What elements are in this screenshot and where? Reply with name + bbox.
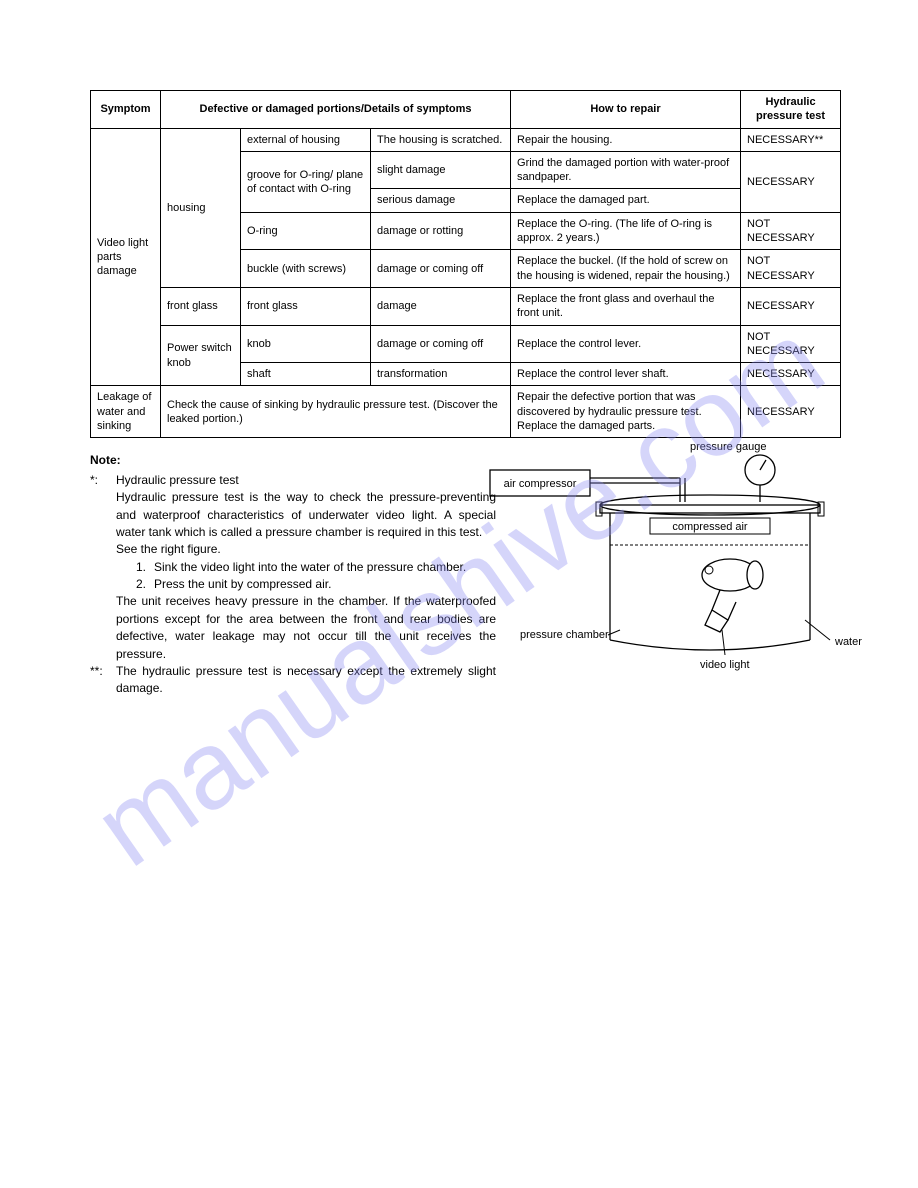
th-repair: How to repair: [511, 91, 741, 129]
cell-sub-7: knob: [241, 325, 371, 363]
cell-repair-8: Replace the control lever shaft.: [511, 363, 741, 386]
note-step1-num: 1.: [136, 559, 154, 576]
cell-repair-2: Grind the damaged portion with water-pro…: [511, 151, 741, 189]
cell-sub-2: groove for O-ring/ plane of contact with…: [241, 151, 371, 212]
cell-span-9: Check the cause of sinking by hydraulic …: [161, 386, 511, 438]
cell-test-2: NECESSARY: [741, 151, 841, 212]
cell-detail-3: serious damage: [371, 189, 511, 212]
cell-test-4: NOT NECESSARY: [741, 212, 841, 250]
note-step2-num: 2.: [136, 576, 154, 593]
cell-detail-8: transformation: [371, 363, 511, 386]
note-marker-2: **:: [90, 663, 116, 680]
th-pressure: Hydraulic pressure test: [741, 91, 841, 129]
label-pressure-gauge: pressure gauge: [690, 441, 766, 453]
pressure-chamber-diagram: air compressor pressure gauge compressed: [480, 430, 880, 690]
note-step2: Press the unit by compressed air.: [154, 576, 331, 593]
label-air-compressor: air compressor: [504, 478, 577, 490]
label-pressure-chamber: pressure chamber: [520, 629, 609, 641]
cell-sub-6: front glass: [241, 287, 371, 325]
label-compressed-air: compressed air: [672, 521, 748, 533]
cell-detail-2: slight damage: [371, 151, 511, 189]
cell-test-8: NECESSARY: [741, 363, 841, 386]
label-video-light: video light: [700, 659, 750, 671]
note-marker-1: *:: [90, 472, 116, 489]
th-symptom: Symptom: [91, 91, 161, 129]
cell-sub-8: shaft: [241, 363, 371, 386]
note-para3: The hydraulic pressure test is necessary…: [116, 663, 496, 698]
cell-repair-3: Replace the damaged part.: [511, 189, 741, 212]
cell-test-1: NECESSARY**: [741, 128, 841, 151]
note-title: Hydraulic pressure test: [116, 472, 496, 489]
cell-detail-7: damage or coming off: [371, 325, 511, 363]
note-para1: Hydraulic pressure test is the way to ch…: [116, 489, 496, 541]
cell-test-5: NOT NECESSARY: [741, 250, 841, 288]
cell-repair-6: Replace the front glass and overhaul the…: [511, 287, 741, 325]
repair-table: Symptom Defective or damaged portions/De…: [90, 90, 841, 438]
cell-symptom-2: Leakage of water and sinking: [91, 386, 161, 438]
cell-part-frontglass: front glass: [161, 287, 241, 325]
label-water: water: [834, 636, 862, 648]
cell-detail-4: damage or rotting: [371, 212, 511, 250]
cell-detail-5: damage or coming off: [371, 250, 511, 288]
cell-repair-5: Replace the buckel. (If the hold of scre…: [511, 250, 741, 288]
cell-repair-4: Replace the O-ring. (The life of O-ring …: [511, 212, 741, 250]
cell-symptom-1: Video light parts damage: [91, 128, 161, 386]
cell-part-knob: Power switch knob: [161, 325, 241, 386]
cell-sub-1: external of housing: [241, 128, 371, 151]
cell-repair-1: Repair the housing.: [511, 128, 741, 151]
cell-test-7: NOT NECESSARY: [741, 325, 841, 363]
note-step1: Sink the video light into the water of t…: [154, 559, 466, 576]
note-see: See the right figure.: [116, 541, 496, 558]
cell-detail-6: damage: [371, 287, 511, 325]
cell-detail-1: The housing is scratched.: [371, 128, 511, 151]
th-defective: Defective or damaged portions/Details of…: [161, 91, 511, 129]
page-content: Symptom Defective or damaged portions/De…: [0, 0, 918, 698]
cell-sub-5: buckle (with screws): [241, 250, 371, 288]
cell-part-housing: housing: [161, 128, 241, 287]
note-para2: The unit receives heavy pressure in the …: [116, 593, 496, 663]
cell-test-6: NECESSARY: [741, 287, 841, 325]
cell-repair-7: Replace the control lever.: [511, 325, 741, 363]
cell-sub-4: O-ring: [241, 212, 371, 250]
